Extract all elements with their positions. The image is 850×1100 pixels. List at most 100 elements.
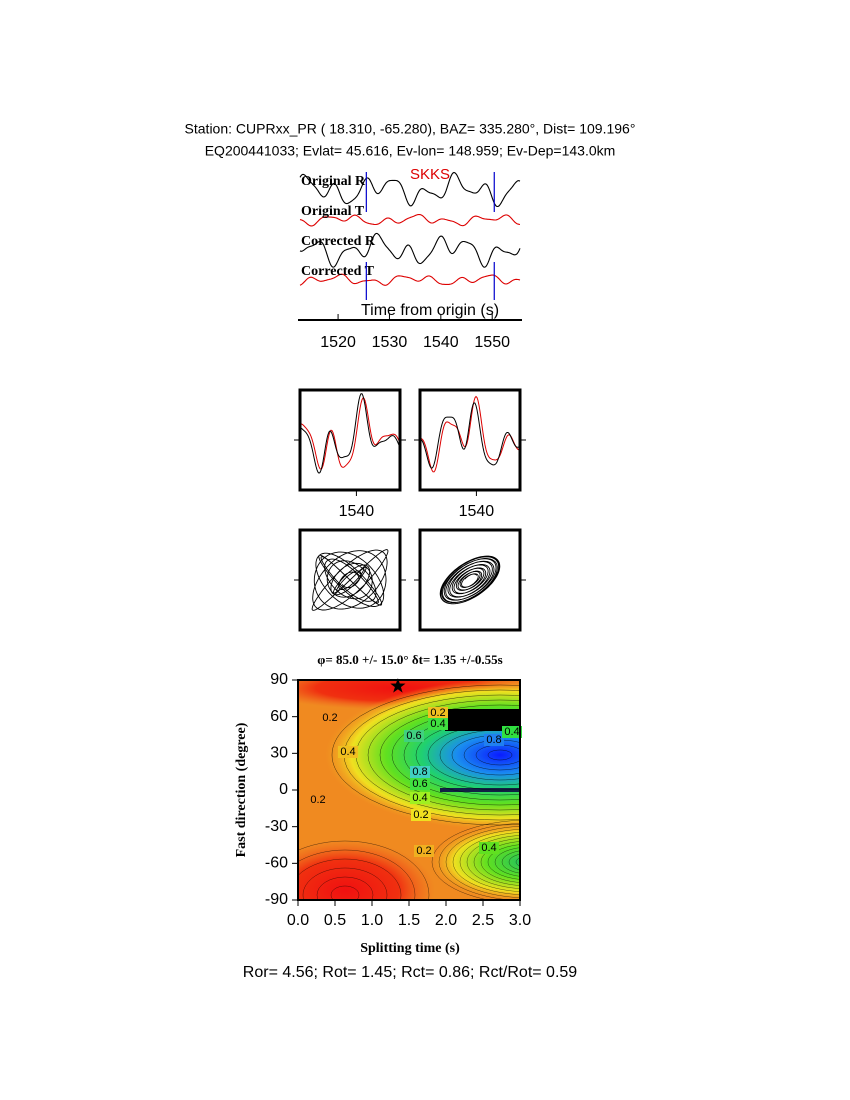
trace-label: Corrected T <box>301 264 375 279</box>
contour-label-bg <box>479 842 499 854</box>
y-tick-label: -90 <box>265 891 288 908</box>
misfit-field <box>298 680 537 900</box>
contour-line <box>391 709 520 801</box>
contour-line <box>367 699 520 811</box>
contour-label-bg <box>428 718 448 730</box>
contour-label: 0.6 <box>406 730 421 742</box>
contour-label-bg <box>404 730 424 742</box>
contour-label: 0.4 <box>430 718 445 730</box>
x-axis-label: Time from origin (s) <box>361 302 499 319</box>
y-axis-label: Fast direction (degree) <box>234 722 249 857</box>
best-fit-star <box>390 678 406 693</box>
contour-line <box>466 835 520 889</box>
trace <box>300 397 400 470</box>
contour-line <box>452 829 520 895</box>
x-tick-label: 0.5 <box>324 912 346 929</box>
field-blob <box>430 822 520 900</box>
contour-line <box>331 684 520 826</box>
contour-line <box>508 853 520 871</box>
phase-label: SKKS <box>410 166 450 183</box>
contour-label: 0.2 <box>322 712 337 724</box>
contour-label-bg <box>428 707 448 719</box>
x-tick-label: 1.5 <box>398 912 420 929</box>
contour-label: 0.4 <box>412 792 427 804</box>
contour-line <box>487 844 520 880</box>
y-tick-label: 90 <box>270 671 288 688</box>
x-tick-label: 0.0 <box>287 912 309 929</box>
field-band <box>440 788 520 792</box>
frame <box>298 388 402 492</box>
x-tick-label: 1540 <box>459 503 495 520</box>
charts: Original R Original T Corrected R Corrected… <box>234 166 537 956</box>
trace-label: Corrected R <box>301 234 376 249</box>
contour-label-bg <box>502 726 522 738</box>
contour-line <box>330 885 360 900</box>
contour-line <box>431 819 520 900</box>
y-tick-label: 0 <box>279 781 288 798</box>
contour-line <box>403 714 520 796</box>
header-line: Station: CUPRxx_PR ( 18.310, -65.280), B… <box>185 121 636 137</box>
field-blob <box>325 680 520 830</box>
contour-label: 0.4 <box>504 726 519 738</box>
contour-line <box>501 850 520 874</box>
contour-line <box>427 724 520 786</box>
x-tick-label: 2.0 <box>435 912 457 929</box>
contour-label: 0.2 <box>413 809 428 821</box>
contour-label-bg <box>410 792 430 804</box>
y-tick-label: -30 <box>265 818 288 835</box>
particle-motion <box>311 549 389 611</box>
contour-line <box>302 867 388 900</box>
contour-label: 0.4 <box>481 842 496 854</box>
x-tick-label: 1530 <box>372 334 408 351</box>
contour-label: 0.8 <box>486 734 501 746</box>
contour-line <box>438 822 520 900</box>
chart-title: φ= 85.0 +/- 15.0° δt= 1.35 +/-0.55s <box>317 652 502 667</box>
footer: Ror= 4.56; Rot= 1.45; Rct= 0.86; Rct/Rot… <box>243 964 578 981</box>
contour-line <box>459 832 520 892</box>
frame <box>418 528 522 632</box>
contour-line <box>480 841 520 883</box>
header-line: EQ200441033; Evlat= 45.616, Ev-lon= 148.… <box>205 143 616 159</box>
contour-label-bg <box>411 809 431 821</box>
y-tick-label: 30 <box>270 745 288 762</box>
field-blob <box>298 840 435 900</box>
contour-line <box>487 749 513 761</box>
particle-motion <box>439 555 501 605</box>
contour-label: 0.4 <box>340 746 355 758</box>
x-axis-label: Splitting time (s) <box>360 941 460 956</box>
contour-line <box>439 729 520 781</box>
x-tick-label: 1540 <box>339 503 375 520</box>
contour-label-bg <box>410 778 430 790</box>
waveform-box <box>300 393 400 474</box>
contour-line <box>379 704 520 806</box>
contour-label: 0.2 <box>416 845 431 857</box>
trace <box>299 232 521 268</box>
trace <box>299 171 521 208</box>
contour-line <box>445 826 520 898</box>
contour-label: 0.6 <box>412 778 427 790</box>
field-band <box>445 709 520 731</box>
waveform-box <box>420 395 520 473</box>
contour-line <box>473 838 520 886</box>
contour-line <box>298 858 402 900</box>
x-tick-label: 1540 <box>423 334 459 351</box>
trace <box>420 402 520 469</box>
contour-label: 0.2 <box>310 794 325 806</box>
contour-label: 0.2 <box>430 707 445 719</box>
contour-line <box>298 849 416 900</box>
contour-label-bg <box>410 766 430 778</box>
contour-label: 0.8 <box>412 766 427 778</box>
contour-label-bg <box>308 794 328 806</box>
x-tick-label: 1.0 <box>361 912 383 929</box>
contour-line <box>415 719 520 791</box>
contour-line <box>494 847 520 877</box>
contour-label-bg <box>320 712 340 724</box>
contour-line <box>515 857 520 867</box>
trace <box>300 393 400 474</box>
trace <box>420 395 520 473</box>
x-tick-label: 2.5 <box>472 912 494 929</box>
y-tick-label: -60 <box>265 855 288 872</box>
contour-line <box>298 840 430 900</box>
contour-line <box>523 859 537 865</box>
